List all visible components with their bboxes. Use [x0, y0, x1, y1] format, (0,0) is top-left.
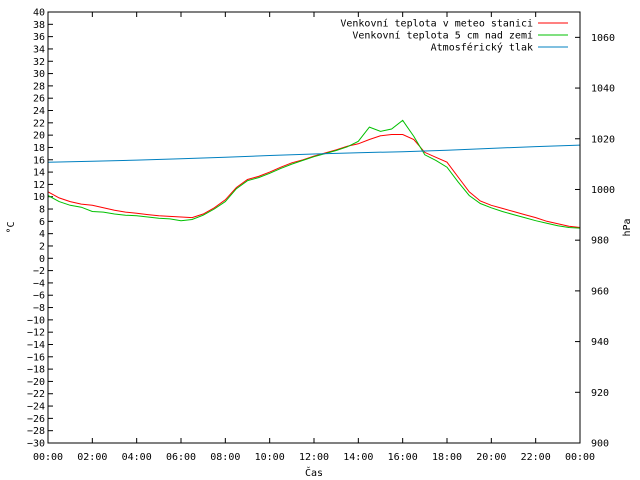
legend: Venkovní teplota v meteo staniciVenkovní… — [340, 18, 568, 54]
left-tick-label: 0 — [39, 254, 45, 265]
x-axis-label: Čas — [305, 466, 323, 479]
left-tick-label: 28 — [33, 81, 45, 92]
left-tick-label: 4 — [39, 229, 45, 240]
x-tick-label: 06:00 — [166, 452, 196, 463]
left-tick-label: −14 — [27, 340, 45, 351]
left-tick-label: 20 — [33, 131, 45, 142]
right-tick-label: 1040 — [591, 84, 615, 95]
right-axis-label: hPa — [622, 218, 633, 236]
left-tick-label: 10 — [33, 192, 45, 203]
right-tick-label: 900 — [591, 439, 609, 450]
left-tick-label: 38 — [33, 20, 45, 31]
x-tick-label: 20:00 — [476, 452, 506, 463]
left-tick-label: 32 — [33, 57, 45, 68]
left-tick-label: −18 — [27, 365, 45, 376]
left-tick-label: 14 — [33, 168, 45, 179]
left-tick-label: 8 — [39, 205, 45, 216]
x-tick-label: 12:00 — [299, 452, 329, 463]
right-tick-label: 940 — [591, 337, 609, 348]
x-tick-label: 00:00 — [33, 452, 63, 463]
left-axis-tick-labels: −30−28−26−24−22−20−18−16−14−12−10−8−6−4−… — [27, 8, 45, 450]
right-tick-label: 1000 — [591, 185, 615, 196]
left-tick-label: −24 — [27, 402, 45, 413]
left-tick-label: −10 — [27, 315, 45, 326]
left-tick-label: 2 — [39, 241, 45, 252]
left-tick-label: −26 — [27, 414, 45, 425]
left-tick-label: 40 — [33, 8, 45, 19]
legend-label: Venkovní teplota v meteo stanici — [340, 18, 533, 30]
left-tick-label: −8 — [33, 303, 45, 314]
left-tick-label: 36 — [33, 32, 45, 43]
left-tick-label: −4 — [33, 278, 45, 289]
x-tick-label: 16:00 — [388, 452, 418, 463]
right-axis-tick-labels: 900 920 940 960 980 1000 1020 1040 1060 — [591, 33, 615, 450]
x-tick-label: 22:00 — [521, 452, 551, 463]
left-tick-label: 12 — [33, 180, 45, 191]
right-tick-label: 920 — [591, 388, 609, 399]
series-line-2 — [47, 119, 581, 229]
left-tick-label: −28 — [27, 426, 45, 437]
left-tick-label: −12 — [27, 328, 45, 339]
right-tick-label: 980 — [591, 236, 609, 247]
left-tick-label: 24 — [33, 106, 45, 117]
x-tick-label: 08:00 — [210, 452, 240, 463]
series-line-3 — [47, 144, 581, 163]
left-tick-label: −2 — [33, 266, 45, 277]
x-tick-label: 14:00 — [343, 452, 373, 463]
left-tick-label: −16 — [27, 352, 45, 363]
left-tick-label: 30 — [33, 69, 45, 80]
left-tick-label: −22 — [27, 389, 45, 400]
x-tick-label: 04:00 — [122, 452, 152, 463]
left-tick-label: 18 — [33, 143, 45, 154]
left-tick-label: 22 — [33, 118, 45, 129]
legend-label: Atmosférický tlak — [431, 42, 533, 54]
series-line-1 — [47, 134, 581, 228]
right-tick-label: 960 — [591, 286, 609, 297]
left-tick-label: 16 — [33, 155, 45, 166]
x-axis-tick-labels: 00:00 02:00 04:00 06:00 08:00 10:00 12:00 14:00… — [33, 452, 595, 463]
x-tick-label: 02:00 — [77, 452, 107, 463]
right-tick-label: 1020 — [591, 134, 615, 145]
left-tick-label: 34 — [33, 44, 45, 55]
x-tick-label: 18:00 — [432, 452, 462, 463]
series-lines — [47, 119, 581, 229]
tick-marks — [47, 11, 581, 444]
x-tick-label: 10:00 — [255, 452, 285, 463]
left-tick-label: 6 — [39, 217, 45, 228]
plot-border — [47, 11, 581, 444]
left-axis-label: °C — [6, 221, 17, 233]
legend-label: Venkovní teplota 5 cm nad zemí — [352, 30, 533, 42]
x-tick-label: 00:00 — [565, 452, 595, 463]
left-tick-label: −30 — [27, 439, 45, 450]
right-tick-label: 1060 — [591, 33, 615, 44]
left-tick-label: 26 — [33, 94, 45, 105]
left-tick-label: −20 — [27, 377, 45, 388]
left-tick-label: −6 — [33, 291, 45, 302]
